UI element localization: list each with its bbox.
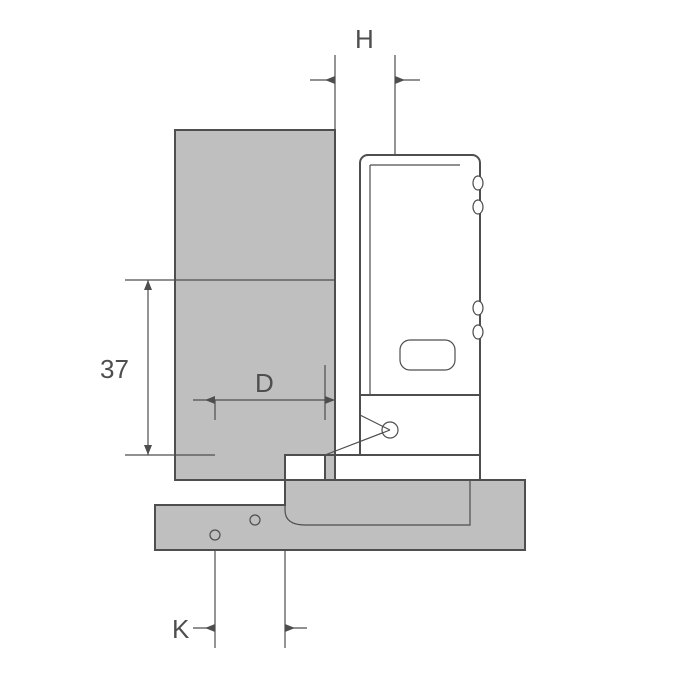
screw-bump xyxy=(473,325,483,339)
screw-bump xyxy=(473,176,483,190)
dim-label-k: K xyxy=(172,614,190,644)
dim-label-d: D xyxy=(255,368,274,398)
cabinet-panel xyxy=(175,130,335,480)
dim-label-h: H xyxy=(355,24,374,54)
screw-bump xyxy=(473,200,483,214)
dim-label-37: 37 xyxy=(100,354,129,384)
screw-bump xyxy=(473,301,483,315)
